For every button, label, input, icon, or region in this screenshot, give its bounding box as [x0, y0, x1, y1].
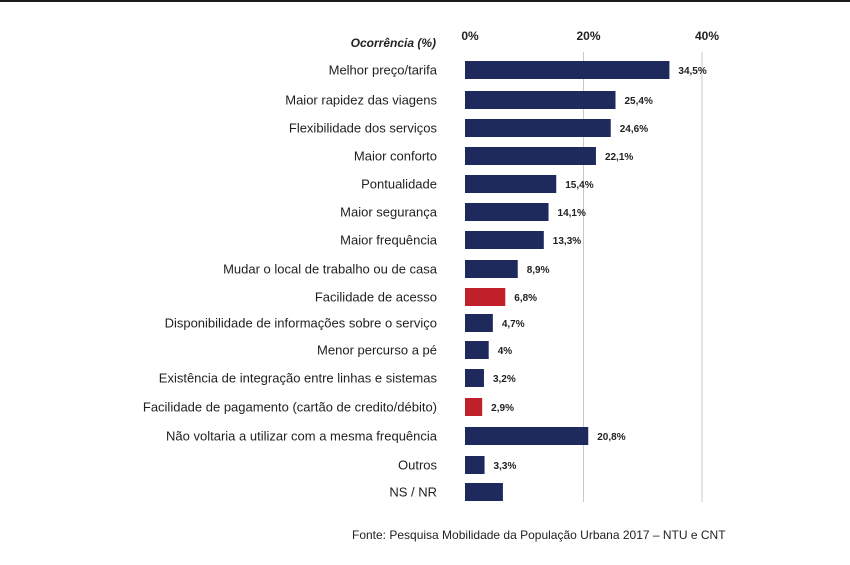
- category-label: Não voltaria a utilizar com a mesma freq…: [166, 429, 438, 444]
- x-tick-label: 40%: [695, 29, 719, 43]
- value-label: 34,5%: [678, 66, 706, 77]
- value-label: 4,7%: [502, 319, 525, 330]
- value-label: 20,8%: [597, 432, 625, 443]
- category-label: Facilidade de pagamento (cartão de credi…: [143, 400, 437, 415]
- bar: [465, 483, 503, 501]
- bar: [465, 288, 506, 306]
- bar: [465, 427, 589, 445]
- value-label: 14,1%: [558, 208, 586, 219]
- value-label: 15,4%: [565, 180, 593, 191]
- value-label: 3,2%: [493, 374, 516, 385]
- category-label: Outros: [398, 458, 438, 473]
- bar: [465, 398, 483, 416]
- category-label: Mudar o local de trabalho ou de casa: [223, 262, 438, 277]
- value-label: 24,6%: [620, 124, 648, 135]
- bar: [465, 341, 489, 359]
- top-rule: [0, 0, 850, 2]
- category-label: Maior conforto: [354, 149, 437, 164]
- axis-label: Ocorrência (%): [351, 36, 436, 50]
- source-note: Fonte: Pesquisa Mobilidade da População …: [352, 528, 726, 542]
- x-tick-label: 0%: [461, 29, 479, 43]
- value-label: 2,9%: [491, 403, 514, 414]
- bar: [465, 119, 611, 137]
- value-label: 4%: [498, 346, 513, 357]
- bar: [465, 369, 484, 387]
- category-label: Menor percurso a pé: [317, 343, 437, 358]
- category-label: Existência de integração entre linhas e …: [159, 371, 438, 386]
- category-label: Maior segurança: [340, 205, 438, 220]
- category-label: Maior frequência: [340, 233, 438, 248]
- value-label: 3,3%: [494, 461, 517, 472]
- category-label: Disponibilidade de informações sobre o s…: [165, 316, 437, 331]
- bar: [465, 175, 557, 193]
- bar: [465, 260, 518, 278]
- bar: [465, 314, 493, 332]
- category-label: Maior rapidez das viagens: [285, 93, 437, 108]
- bar: [465, 91, 616, 109]
- bar: [465, 231, 544, 249]
- bar-chart: Ocorrência (%) 0% 20% 40% Melhor preço/tar…: [143, 29, 719, 502]
- category-label: Facilidade de acesso: [315, 290, 437, 305]
- bar: [465, 61, 670, 79]
- value-label: 13,3%: [553, 236, 581, 247]
- value-label: 6,8%: [514, 293, 537, 304]
- x-tick-label: 20%: [576, 29, 600, 43]
- bar: [465, 147, 596, 165]
- bar: [465, 203, 549, 221]
- value-label: 25,4%: [624, 96, 652, 107]
- bar: [465, 456, 485, 474]
- value-label: 22,1%: [605, 152, 633, 163]
- category-label: Flexibilidade dos serviços: [289, 121, 438, 136]
- category-label: NS / NR: [389, 485, 437, 500]
- value-label: 8,9%: [527, 265, 550, 276]
- category-label: Melhor preço/tarifa: [329, 63, 438, 78]
- category-label: Pontualidade: [361, 177, 437, 192]
